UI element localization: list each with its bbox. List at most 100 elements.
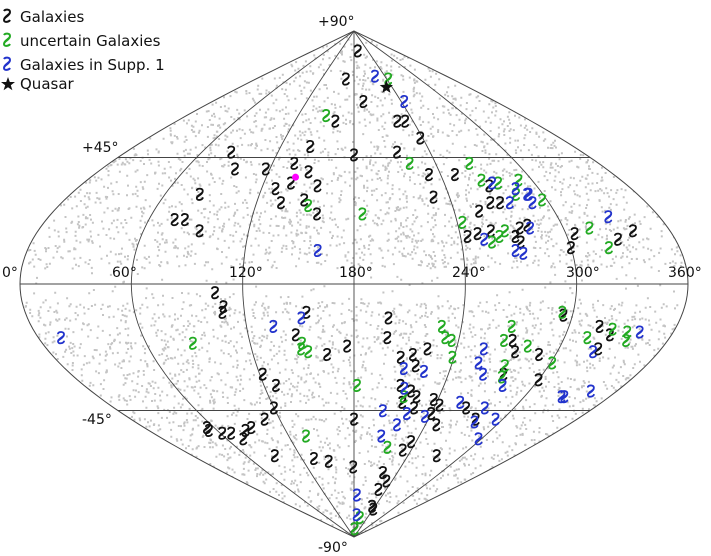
marker-galaxies [306,139,315,154]
marker-galaxies [277,196,285,210]
marker-galaxies [258,367,267,381]
marker-uncertain-galaxies [302,429,310,443]
legend-item-galaxies: Galaxies [2,8,84,26]
marker-galaxies-in-supp-1 [378,404,387,418]
marker-galaxies [343,339,352,353]
y-tick-label-plus90: +90° [318,14,355,30]
marker-uncertain-galaxies [507,319,516,333]
marker-galaxies [379,466,387,480]
marker-galaxies [511,229,520,243]
marker-galaxies [291,328,300,342]
marker-uncertain-galaxies [405,156,414,170]
map-outline [19,30,689,538]
marker-uncertain-galaxies [585,221,594,235]
marker-galaxies [323,348,331,362]
marker-galaxies [290,156,299,170]
marker-uncertain-galaxies [501,359,509,373]
marker-uncertain-galaxies [538,193,546,207]
marker-galaxies [534,373,543,387]
marker-galaxies [218,426,227,440]
marker-galaxies-in-supp-1 [420,364,428,378]
marker-galaxies-in-supp-1 [377,429,386,443]
marker-galaxies-in-supp-1 [479,342,488,356]
marker-galaxies [260,412,269,426]
marker-galaxies [629,224,637,238]
marker-galaxies-in-supp-1 [488,176,497,190]
marker-galaxies-in-supp-1 [474,356,483,370]
marker-galaxies [463,229,472,243]
marker-galaxies [393,145,401,159]
x-tick-label-0: 0° [2,265,18,281]
marker-galaxies [261,162,270,176]
marker-galaxies [350,412,358,426]
marker-uncertain-galaxies [558,305,567,319]
legend-label-galaxies: Galaxies [20,8,84,26]
marker-uncertain-galaxies [495,229,504,243]
legend-item-galaxies-supp: Galaxies in Supp. 1 [2,56,165,74]
marker-galaxies [435,398,444,412]
marker-galaxies [462,401,471,415]
galaxy-icon [2,32,12,47]
marker-uncertain-galaxies [500,333,508,347]
marker-galaxies [570,227,579,241]
marker-uncertain-galaxies [447,333,456,347]
marker-galaxies [614,232,622,246]
marker-galaxies-in-supp-1 [371,69,379,83]
marker-galaxies-in-supp-1 [635,325,644,339]
marker-galaxies-in-supp-1 [400,381,409,395]
galaxy-icon [2,56,12,71]
x-tick-label-360: 360° [668,265,702,281]
marker-galaxies [374,482,383,496]
marker-galaxies [272,378,280,392]
marker-uncertain-galaxies [350,522,359,536]
marker-galaxies-in-supp-1 [505,196,514,210]
marker-galaxies [475,204,483,218]
marker-galaxies-in-supp-1 [586,384,595,398]
marker-galaxies [353,44,362,58]
marker-galaxies [227,426,236,440]
marker-galaxies [410,401,418,415]
marker-galaxies [247,421,256,435]
marker-galaxies-in-supp-1 [352,508,361,522]
marker-uncertain-galaxies [500,224,509,238]
marker-uncertain-galaxies [441,331,450,345]
marker-galaxies-in-supp-1 [297,311,306,325]
marker-galaxies [408,348,417,362]
legend: Galaxies uncertain Galaxies Galaxies in … [1,8,165,93]
marker-galaxies [349,460,358,474]
marker-galaxies-in-supp-1 [352,488,361,502]
star-icon [1,77,15,91]
marker-uncertain-galaxies [383,440,392,454]
marker-quasar [379,80,393,93]
marker-galaxies [239,432,248,446]
marker-uncertain-galaxies [605,241,613,255]
marker-uncertain-galaxies [488,235,496,249]
marker-galaxies [432,449,441,463]
marker-galaxies [496,196,504,210]
marker-galaxies-in-supp-1 [519,246,528,260]
marker-galaxies-in-supp-1 [470,415,479,429]
marker-galaxies-in-supp-1 [511,243,520,258]
marker-galaxies [181,213,189,227]
marker-uncertain-galaxies [608,322,617,336]
x-tick-label-120: 120° [229,265,263,281]
legend-label-uncertain-galaxies: uncertain Galaxies [20,32,161,50]
marker-galaxies [473,227,482,241]
marker-galaxies-in-supp-1 [269,319,278,333]
legend-label-galaxies-supp: Galaxies in Supp. 1 [20,56,165,74]
marker-galaxies [407,384,415,398]
highlight-point [292,173,300,181]
marker-uncertain-galaxies [465,156,474,170]
marker-galaxies [451,168,459,182]
marker-galaxies [205,423,213,437]
marker-galaxies [231,162,239,176]
marker-galaxies [486,196,495,210]
marker-galaxies-in-supp-1 [480,401,489,415]
marker-galaxies-in-supp-1 [480,232,489,246]
marker-uncertain-galaxies [514,173,523,187]
marker-galaxies [412,390,421,404]
marker-uncertain-galaxies [304,345,313,359]
marker-galaxies [170,213,179,227]
marker-galaxies-in-supp-1 [399,362,408,376]
